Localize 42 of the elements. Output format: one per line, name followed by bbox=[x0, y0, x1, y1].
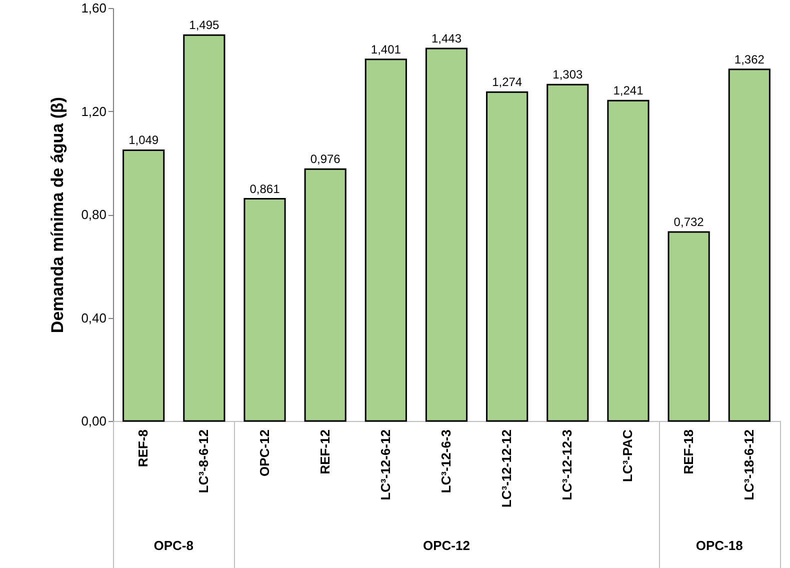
data-label: 1,401 bbox=[370, 42, 402, 56]
x-tick-label: LC³-18-6-12 bbox=[741, 430, 756, 500]
text: OPC-8 bbox=[152, 538, 194, 553]
data-label: 0,732 bbox=[674, 215, 704, 230]
x-tick-label: REF-8 bbox=[136, 430, 151, 468]
bar bbox=[425, 48, 468, 422]
bar bbox=[304, 168, 346, 422]
data-label: 1,362 bbox=[734, 52, 765, 66]
bar bbox=[546, 84, 589, 422]
bar bbox=[364, 58, 407, 422]
data-label: 0,861 bbox=[250, 182, 280, 196]
x-tick-label: LC³-12-6-12 bbox=[378, 430, 393, 500]
bar bbox=[607, 100, 650, 422]
data-label: 1,495 bbox=[189, 18, 220, 32]
text: OPC-18 bbox=[694, 538, 744, 553]
x-tick-label: REF-12 bbox=[317, 430, 332, 474]
x-tick-label: LC³-12-12-12 bbox=[499, 430, 514, 508]
x-tick-label: OPC-12 bbox=[256, 430, 272, 476]
x-tick-label: LC³-12-6-3 bbox=[438, 430, 454, 494]
y-tick-label: 0,80 bbox=[81, 207, 106, 222]
x-tick-label: LC³-12-12-3 bbox=[560, 430, 575, 500]
bar bbox=[728, 68, 770, 422]
x-tick-label: LC³-PAC bbox=[620, 428, 636, 482]
y-tick-label: 0,00 bbox=[81, 414, 106, 428]
y-tick-label: 1,20 bbox=[81, 104, 106, 119]
bar bbox=[668, 231, 710, 422]
data-label: 1,274 bbox=[492, 75, 522, 90]
bar bbox=[122, 149, 165, 422]
text: OPC-12 bbox=[422, 538, 471, 553]
y-tick-label: 0,40 bbox=[81, 310, 106, 326]
y-tick-label: 1,60 bbox=[81, 0, 106, 16]
bar bbox=[486, 91, 528, 422]
data-label: 1,049 bbox=[128, 133, 159, 148]
data-label: 1,241 bbox=[613, 84, 644, 98]
x-tick-label: REF-18 bbox=[680, 430, 696, 474]
data-label: 1,303 bbox=[552, 68, 583, 82]
bar bbox=[183, 34, 226, 422]
data-label: 0,976 bbox=[310, 152, 341, 166]
data-label: 1,443 bbox=[431, 32, 462, 46]
x-tick-label: LC³-8-6-12 bbox=[196, 430, 212, 494]
bar bbox=[244, 198, 286, 422]
y-axis-title: Demanda mínima de água (β) bbox=[48, 96, 68, 334]
